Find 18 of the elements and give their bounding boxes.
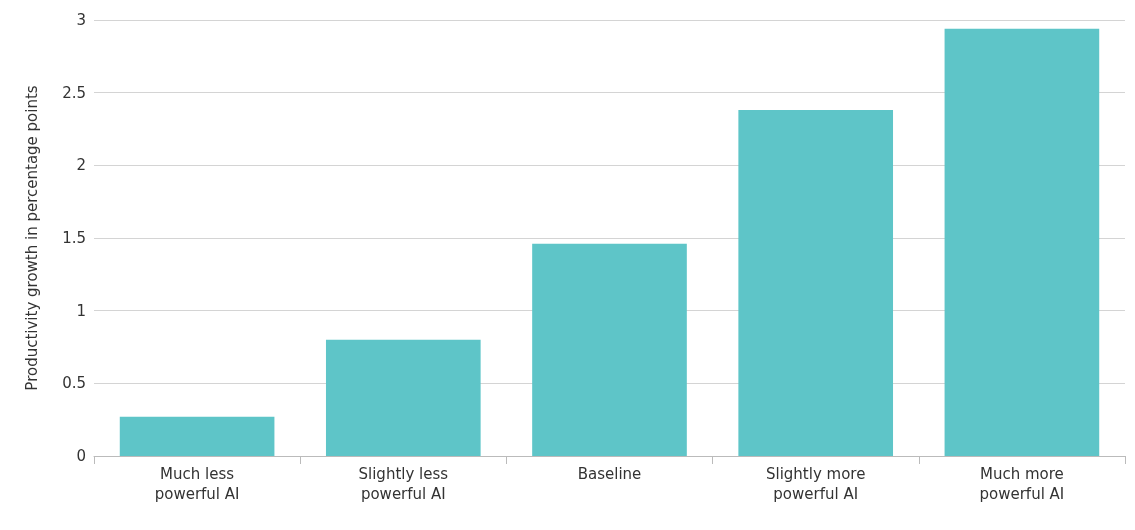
- bar: [119, 416, 275, 456]
- y-axis-title: Productivity growth in percentage points: [22, 85, 41, 391]
- bar: [738, 110, 894, 456]
- x-tick-label: Much less powerful AI: [154, 465, 240, 503]
- y-tick-label: 1.5: [62, 229, 86, 247]
- y-tick-label: 2: [76, 156, 86, 175]
- x-tick-label: Much more powerful AI: [979, 465, 1065, 503]
- bar: [944, 28, 1100, 456]
- y-tick-label: 3: [76, 11, 86, 29]
- x-tick-label: Slightly less powerful AI: [358, 465, 449, 503]
- y-tick-label: 2.5: [62, 83, 86, 102]
- y-tick-label: 0: [76, 447, 86, 465]
- y-tick-label: 0.5: [62, 374, 86, 393]
- bar: [325, 339, 481, 456]
- y-tick-label: 1: [76, 301, 86, 320]
- bar: [532, 243, 687, 456]
- x-tick-label: Baseline: [577, 465, 642, 483]
- x-tick-label: Slightly more powerful AI: [765, 465, 866, 503]
